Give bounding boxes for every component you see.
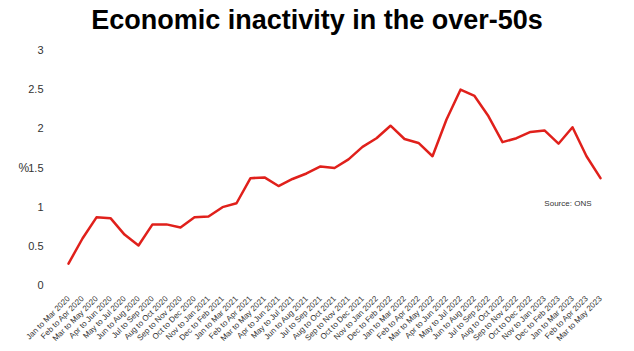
svg-text:Dec to Feb 2023: Dec to Feb 2023 <box>513 294 562 343</box>
svg-text:May to Jul 2021: May to Jul 2021 <box>249 294 296 341</box>
svg-text:Jul to Sep 2022: Jul to Sep 2022 <box>446 294 492 340</box>
svg-text:May to Jul 2022: May to Jul 2022 <box>417 294 464 341</box>
svg-text:Sep to Nov 2020: Sep to Nov 2020 <box>135 294 184 343</box>
svg-text:Jul to Sep 2020: Jul to Sep 2020 <box>110 294 156 340</box>
svg-text:1.5: 1.5 <box>28 162 43 174</box>
svg-text:Oct to Dec 2020: Oct to Dec 2020 <box>150 294 198 342</box>
svg-text:Dec to Feb 2022: Dec to Feb 2022 <box>345 294 394 343</box>
svg-text:Jan to Mar 2021: Jan to Mar 2021 <box>192 294 240 342</box>
svg-text:Nov to Jan 2023: Nov to Jan 2023 <box>500 294 548 342</box>
svg-text:2: 2 <box>37 122 43 134</box>
svg-text:Aug to Oct 2021: Aug to Oct 2021 <box>290 294 338 342</box>
svg-text:Source: ONS: Source: ONS <box>544 199 591 208</box>
html-text:Economic inactivity in the ove: Economic inactivity in the over-50s <box>91 5 543 35</box>
svg-text:Jan to Mar 2022: Jan to Mar 2022 <box>360 294 408 342</box>
svg-text:Feb to Apr 2023: Feb to Apr 2023 <box>543 294 590 341</box>
svg-text:Dec to Feb 2021: Dec to Feb 2021 <box>177 294 226 343</box>
svg-text:Aug to Oct 2022: Aug to Oct 2022 <box>458 294 506 342</box>
svg-text:3: 3 <box>37 44 43 56</box>
svg-text:Sep to Nov 2022: Sep to Nov 2022 <box>471 294 520 343</box>
svg-text:Jul to Sep 2021: Jul to Sep 2021 <box>278 294 324 340</box>
svg-text:0.5: 0.5 <box>28 240 43 252</box>
svg-text:Apr to Jun 2022: Apr to Jun 2022 <box>403 294 450 341</box>
svg-text:%: % <box>19 161 30 175</box>
svg-text:0: 0 <box>37 279 43 291</box>
svg-text:Nov to Jan 2022: Nov to Jan 2022 <box>332 294 380 342</box>
svg-text:Aug to Oct 2020: Aug to Oct 2020 <box>122 294 170 342</box>
svg-text:Jun to Aug 2020: Jun to Aug 2020 <box>94 294 142 342</box>
svg-text:Jun to Aug 2021: Jun to Aug 2021 <box>262 294 310 342</box>
svg-text:Feb to Apr 2021: Feb to Apr 2021 <box>207 294 254 341</box>
svg-text:Apr to Jun 2021: Apr to Jun 2021 <box>235 294 282 341</box>
svg-text:Mar to May 2021: Mar to May 2021 <box>218 294 268 343</box>
svg-text:Feb to Apr 2020: Feb to Apr 2020 <box>39 294 86 341</box>
svg-text:Jan to Mar 2023: Jan to Mar 2023 <box>528 294 576 342</box>
svg-text:Oct to Dec 2022: Oct to Dec 2022 <box>486 294 534 342</box>
svg-text:May to Jul 2020: May to Jul 2020 <box>81 294 128 341</box>
svg-text:Mar to May 2023: Mar to May 2023 <box>555 294 604 343</box>
svg-text:Feb to Apr 2022: Feb to Apr 2022 <box>375 294 422 341</box>
svg-text:2.5: 2.5 <box>28 83 43 95</box>
svg-text:Sep to Nov 2021: Sep to Nov 2021 <box>303 294 352 343</box>
svg-text:Oct to Dec 2021: Oct to Dec 2021 <box>318 294 366 342</box>
svg-text:Nov to Jan 2021: Nov to Jan 2021 <box>164 294 212 342</box>
svg-text:Mar to May 2022: Mar to May 2022 <box>386 294 436 343</box>
svg-text:Apr to Jun 2020: Apr to Jun 2020 <box>67 294 114 341</box>
svg-text:Jan to Mar 2020: Jan to Mar 2020 <box>24 294 72 342</box>
svg-text:Jun to Aug 2022: Jun to Aug 2022 <box>430 294 478 342</box>
svg-text:Mar to May 2020: Mar to May 2020 <box>50 294 100 343</box>
svg-text:1: 1 <box>37 201 43 213</box>
